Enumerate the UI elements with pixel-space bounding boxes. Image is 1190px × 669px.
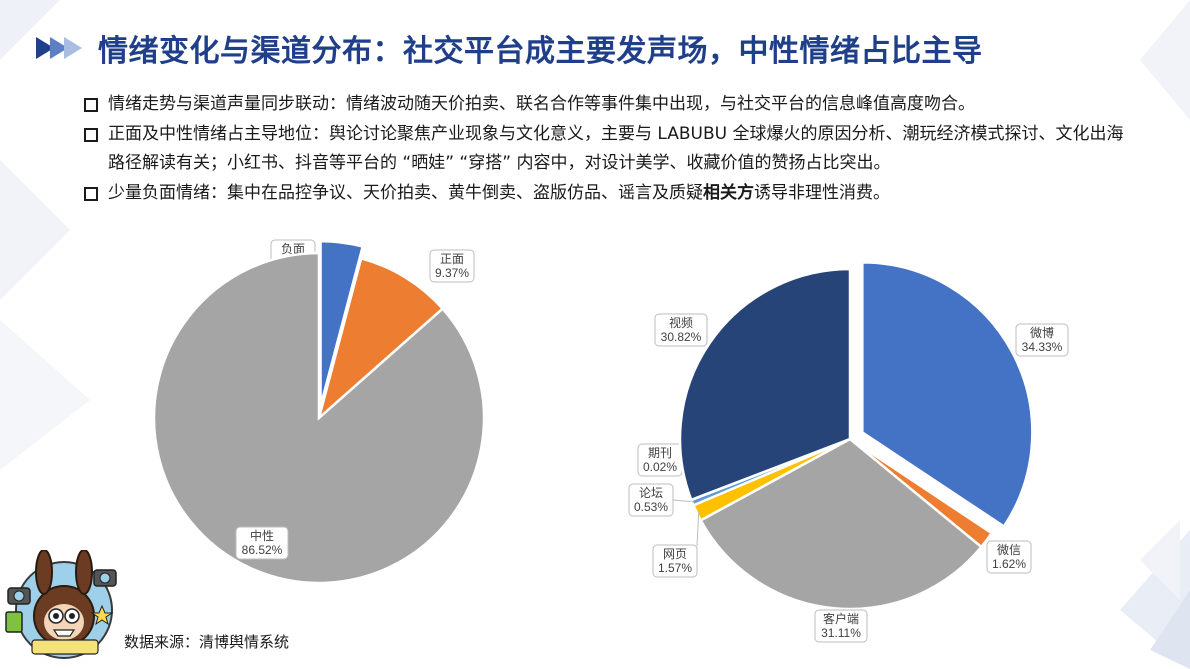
pie-slice-6 — [678, 267, 852, 502]
checkbox-square-icon — [84, 187, 98, 201]
title-row: 情绪变化与渠道分布：社交平台成主要发声场，中性情绪占比主导 — [36, 22, 983, 74]
bullet-item: 少量负面情绪：集中在品控争议、天价拍卖、黄牛倒卖、盗版仿品、谣言及质疑相关方诱导… — [84, 179, 1124, 208]
slice-value-label: 0.53% — [634, 500, 668, 514]
label-box — [1015, 323, 1069, 357]
checkbox-square-icon — [84, 128, 98, 142]
label-box — [429, 249, 475, 283]
bullet-item: 情绪走势与渠道声量同步联动：情绪波动随天价拍卖、联名合作等事件集中出现，与社交平… — [84, 90, 1124, 119]
slice-value-label: 1.62% — [992, 557, 1026, 571]
slice-value-label: 30.82% — [661, 330, 702, 344]
page-title: 情绪变化与渠道分布：社交平台成主要发声场，中性情绪占比主导 — [98, 34, 983, 69]
pie-label-4: 论坛0.53% — [628, 483, 695, 517]
mascot-illustration — [5, 550, 117, 659]
slice-value-label: 86.52% — [242, 543, 283, 557]
leader-line-3 — [696, 511, 700, 547]
slice-category-label: 论坛 — [639, 486, 663, 500]
slice-value-label: 1.57% — [658, 561, 692, 575]
pie-slice-0 — [319, 239, 365, 407]
label-box — [814, 609, 868, 643]
slice-category-label: 微信 — [997, 543, 1021, 557]
slice-category-label: 视频 — [669, 315, 693, 330]
bullet-text-after: 诱导非理性消费。 — [754, 183, 890, 203]
checkbox-square-icon — [84, 98, 98, 112]
slice-value-label: 9.37% — [435, 266, 469, 280]
pie-slice-2 — [699, 437, 984, 611]
bullet-text: 情绪走势与渠道声量同步联动：情绪波动随天价拍卖、联名合作等事件集中出现，与社交平… — [108, 94, 975, 114]
slice-value-label: 0.02% — [643, 460, 677, 474]
slice-category-label: 微博 — [1030, 325, 1054, 340]
slice-category-label: 正面 — [440, 252, 464, 266]
label-box — [654, 313, 708, 347]
slice-category-label: 客户端 — [823, 611, 859, 626]
bullet-list: 情绪走势与渠道声量同步联动：情绪波动随天价拍卖、联名合作等事件集中出现，与社交平… — [84, 90, 1124, 209]
pie-label-1: 微信1.62% — [986, 540, 1032, 574]
bullet-item: 正面及中性情绪占主导地位：舆论讨论聚焦产业现象与文化意义，主要与 LABUBU … — [84, 120, 1124, 178]
pie-label-1: 正面9.37% — [429, 249, 475, 283]
bullet-text: 正面及中性情绪占主导地位：舆论讨论聚焦产业现象与文化意义，主要与 LABUBU … — [108, 124, 1124, 173]
bullet-text-bold: 相关方 — [703, 183, 754, 203]
label-box — [986, 540, 1032, 574]
label-box — [235, 526, 289, 560]
slice-category-label: 网页 — [663, 547, 687, 561]
play-arrows-icon — [36, 37, 82, 59]
slice-category-label: 期刊 — [648, 446, 672, 460]
pie-slice-2 — [152, 251, 486, 585]
slice-value-label: 34.33% — [1022, 340, 1063, 354]
slice-category-label: 负面 — [281, 242, 305, 256]
data-source: 数据来源：清博舆情系统 — [124, 633, 290, 651]
pie-slice-1 — [316, 256, 445, 422]
pie-slice-0 — [861, 261, 1034, 529]
label-box — [652, 544, 698, 578]
slice-category-label: 中性 — [250, 528, 274, 543]
bullet-text-before: 少量负面情绪：集中在品控争议、天价拍卖、黄牛倒卖、盗版仿品、谣言及质疑 — [108, 183, 703, 203]
label-box — [628, 483, 674, 517]
pie-label-3: 网页1.57% — [652, 511, 700, 578]
slice-value-label: 31.11% — [821, 626, 861, 640]
pie-label-5: 期刊0.02% — [637, 443, 694, 500]
